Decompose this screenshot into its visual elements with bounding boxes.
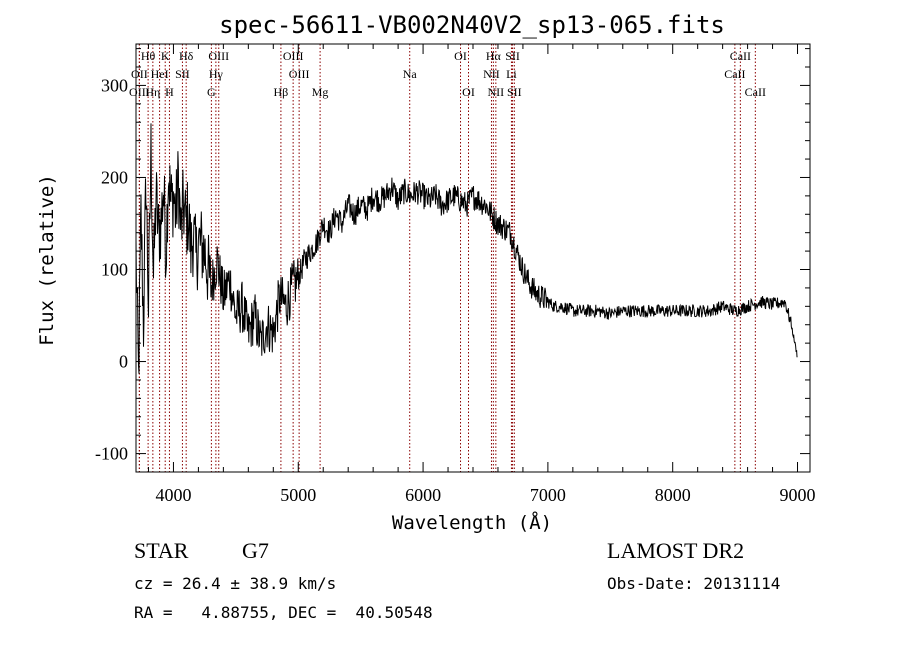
plot-frame [135,43,811,473]
spectral-line-label: G [207,85,216,99]
spectral-line-label: Hα [486,49,502,63]
y-axis-title: Flux (relative) [36,174,58,346]
spectral-line-label: K [161,49,170,63]
x-tick-label: 8000 [655,485,691,505]
y-tick-label: 300 [101,75,128,95]
y-tick-label: 200 [101,167,128,187]
spectral-line-label: NII [483,67,500,81]
y-tick-label: -100 [95,444,128,464]
y-tick-label: 0 [119,352,128,372]
x-tick-label: 6000 [405,485,441,505]
spectral-line-label: OI [454,49,467,63]
coordinates: RA = 4.88755, DEC = 40.50548 [134,603,433,622]
spectral-line-label: OIII [208,49,229,63]
spectral-line-markers [138,44,756,472]
spectral-line-label: NII [488,85,505,99]
spectral-line-label: SII [507,85,522,99]
object-class: STAR [134,538,189,563]
spectrum-series-line [135,123,798,374]
spectral-line-label: Hη [145,85,160,99]
x-tick-label: 4000 [155,485,191,505]
observation-date: Obs-Date: 20131114 [607,574,781,593]
spectral-line-label: Hδ [179,49,194,63]
spectral-line-label: Li [506,67,517,81]
spectral-line-label: SII [505,49,520,63]
y-tick-label: 100 [101,260,128,280]
spectral-line-label: OIII [283,49,304,63]
x-axis-title: Wavelength (Å) [392,511,552,534]
object-subclass: G7 [242,538,269,563]
spectral-line-label: OI [462,85,475,99]
redshift-cz: cz = 26.4 ± 38.9 km/s [134,574,337,593]
spectral-line-label: OIII [289,67,310,81]
spectral-line-label: Mg [312,85,329,99]
spectral-line-label: Na [403,67,418,81]
chart-title: spec-56611-VB002N40V2_sp13-065.fits [219,11,725,39]
spectral-line-label: Hβ [274,85,289,99]
spectral-line-label: OII [131,67,148,81]
x-tick-label: 5000 [280,485,316,505]
spectral-line-label: CaII [745,85,766,99]
spectral-line-label: OIII [129,85,150,99]
y-axis-ticks: -100 0 100 200 300 [95,48,810,473]
spectral-line-label: SII [175,67,190,81]
spectral-line-label: CaII [730,49,751,63]
spectral-line-label: CaII [724,67,745,81]
spectral-line-label: HeI [151,67,169,81]
x-axis-ticks: 4000 5000 6000 7000 8000 9000 [147,44,816,505]
x-tick-label: 9000 [780,485,816,505]
spectral-line-label: Hγ [209,67,224,81]
spectral-line-label: Hθ [141,49,156,63]
x-tick-label: 7000 [530,485,566,505]
survey-name: LAMOST DR2 [607,538,745,563]
spectral-line-label: H [165,85,174,99]
